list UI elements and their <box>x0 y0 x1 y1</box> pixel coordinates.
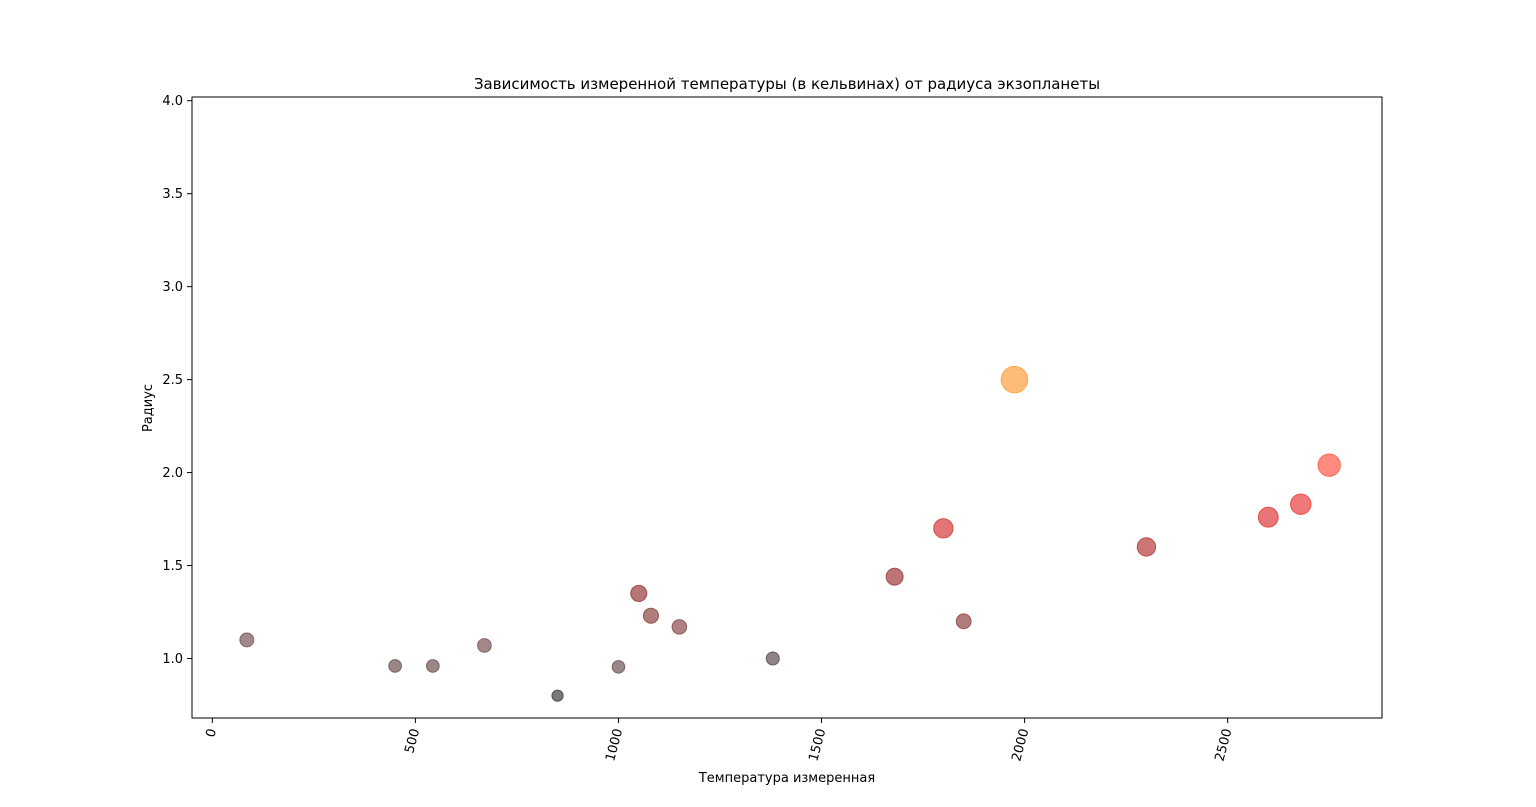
y-tick-label: 3.0 <box>162 280 183 295</box>
data-point-8 <box>642 607 659 624</box>
data-point-2 <box>388 659 402 673</box>
data-point-14 <box>1000 365 1029 394</box>
data-point-9 <box>671 619 688 635</box>
data-point-18 <box>1317 453 1341 477</box>
data-point-17 <box>1290 493 1312 515</box>
data-point-16 <box>1257 506 1279 528</box>
x-tick-label: 0 <box>204 727 221 739</box>
data-point-6 <box>611 660 626 674</box>
x-axis-label: Температура измеренная <box>698 771 875 786</box>
y-tick-label: 1.5 <box>162 559 183 574</box>
y-tick-label: 2.5 <box>162 373 183 388</box>
data-point-10 <box>765 651 780 666</box>
data-point-4 <box>477 638 492 653</box>
data-point-3 <box>426 659 440 673</box>
y-tick-label: 4.0 <box>162 94 183 109</box>
y-axis-ticks: 1.0 1.5 2.0 2.5 3.0 3.5 4.0 <box>162 94 192 667</box>
data-point-1 <box>239 632 255 648</box>
data-point-15 <box>1136 537 1157 557</box>
chart-title: Зависимость измеренной температуры (в ке… <box>474 75 1100 93</box>
x-tick-label: 500 <box>402 727 423 755</box>
points-layer <box>239 365 1341 702</box>
data-point-12 <box>933 518 954 539</box>
y-tick-label: 1.0 <box>162 652 183 667</box>
plot-frame <box>191 96 1383 719</box>
y-axis-label: Радиус <box>141 384 156 432</box>
data-point-11 <box>885 567 904 586</box>
data-point-5 <box>551 689 564 702</box>
y-tick-label: 3.5 <box>162 187 183 202</box>
y-tick-label: 2.0 <box>162 466 183 481</box>
data-point-7 <box>630 584 648 602</box>
data-point-13 <box>955 613 972 630</box>
